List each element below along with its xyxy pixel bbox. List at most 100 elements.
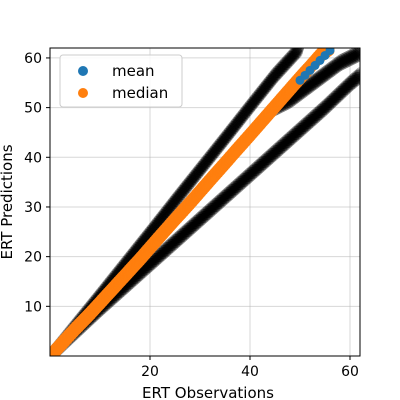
scatter-point-upper — [232, 116, 243, 127]
scatter-point-lower — [150, 254, 162, 266]
scatter-point-lower — [241, 173, 253, 184]
scatter-point-lower — [263, 152, 274, 164]
scatter-point-lower — [167, 238, 178, 250]
scatter-point-upper — [218, 132, 230, 143]
scatter-point-lower — [241, 169, 253, 181]
scatter-point-upper — [192, 169, 203, 181]
scatter-point-lower — [157, 248, 169, 260]
scatter-point-lower — [183, 223, 194, 234]
scatter-point-upper — [181, 181, 192, 193]
scatter-point-upper — [180, 180, 191, 191]
scatter-point-lower — [340, 84, 352, 96]
scatter-point-lower — [330, 94, 341, 106]
scatter-point-lower — [190, 216, 201, 228]
scatter-point-lower — [351, 75, 360, 86]
scatter-point-upper — [277, 60, 289, 71]
scatter-point-lower — [226, 185, 237, 197]
scatter-point-lower — [340, 82, 351, 94]
scatter-point-lower — [325, 97, 337, 109]
scatter-point-lower — [292, 128, 303, 139]
scatter-point-edge — [336, 59, 348, 71]
scatter-point-lower — [314, 107, 325, 119]
scatter-point-upper — [197, 161, 209, 173]
scatter-point-lower — [225, 189, 236, 200]
scatter-point-lower — [166, 240, 177, 252]
scatter-point-lower — [289, 129, 300, 140]
scatter-point-upper — [259, 81, 270, 92]
scatter-point-edge — [327, 63, 338, 74]
scatter-point-edge — [301, 84, 313, 96]
scatter-point-upper — [169, 198, 180, 209]
scatter-point-upper — [179, 185, 191, 196]
scatter-point-upper — [278, 61, 289, 73]
scatter-point-lower — [315, 107, 326, 119]
scatter-point-upper — [181, 182, 193, 194]
scatter-point-edge — [341, 54, 352, 65]
scatter-point-lower — [231, 181, 243, 192]
scatter-point-upper — [283, 55, 295, 67]
scatter-point-lower — [203, 206, 215, 217]
scatter-point-lower — [155, 246, 167, 257]
scatter-point-lower — [313, 109, 324, 120]
scatter-point-lower — [225, 183, 237, 195]
scatter-point-lower — [174, 230, 186, 242]
scatter-point-upper — [148, 220, 160, 231]
scatter-point-lower — [308, 112, 320, 123]
plot-frame — [49, 47, 361, 357]
scatter-point-lower — [210, 197, 221, 209]
scatter-point-lower — [280, 135, 291, 146]
scatter-point-upper — [248, 97, 260, 108]
scatter-point-lower — [267, 148, 278, 159]
scatter-point-upper — [259, 84, 270, 95]
scatter-point-upper — [182, 179, 194, 190]
scatter-point-upper — [243, 104, 254, 115]
scatter-point-lower — [218, 191, 229, 203]
scatter-point-edge — [342, 55, 354, 66]
scatter-point-upper — [244, 102, 255, 113]
scatter-point-upper — [185, 175, 196, 187]
scatter-point-lower — [257, 155, 268, 167]
scatter-point-upper — [252, 90, 263, 101]
scatter-point-lower — [255, 160, 267, 172]
scatter-point-lower — [175, 231, 187, 242]
scatter-point-lower — [224, 189, 235, 200]
scatter-point-lower — [277, 142, 289, 153]
scatter-point-lower — [245, 170, 256, 181]
scatter-point-edge — [319, 66, 331, 77]
scatter-point-lower — [313, 105, 324, 117]
scatter-point-edge — [294, 90, 306, 101]
scatter-point-lower — [259, 154, 270, 165]
scatter-point-lower — [151, 254, 163, 266]
scatter-point-upper — [250, 92, 261, 103]
scatter-point-edge — [347, 49, 358, 61]
legend-label-mean: mean — [112, 62, 155, 80]
scatter-point-upper — [269, 68, 281, 79]
scatter-point-upper — [201, 154, 212, 165]
scatter-point-upper — [285, 54, 296, 65]
scatter-point-lower — [351, 69, 360, 81]
scatter-point-upper — [251, 94, 263, 106]
scatter-point-lower — [274, 140, 286, 151]
scatter-point-lower — [160, 245, 171, 256]
scatter-point-upper — [177, 186, 188, 197]
scatter-point-upper — [228, 123, 240, 135]
scatter-point-upper — [199, 161, 210, 172]
scatter-point-lower — [320, 99, 331, 110]
scatter-point-lower — [185, 219, 197, 231]
scatter-point-lower — [197, 214, 208, 225]
scatter-point-lower — [220, 193, 231, 205]
scatter-point-upper — [174, 188, 186, 200]
scatter-point-upper — [290, 48, 302, 59]
scatter-point-upper — [155, 213, 166, 224]
scatter-point-upper — [235, 111, 247, 123]
scatter-point-upper — [274, 63, 285, 75]
scatter-point-lower — [178, 226, 190, 237]
scatter-point-upper — [280, 59, 291, 71]
scatter-point-upper — [276, 60, 288, 71]
scatter-point-lower — [154, 251, 165, 263]
scatter-point-lower — [350, 71, 360, 82]
scatter-point-edge — [329, 60, 341, 71]
scatter-point-upper — [282, 56, 293, 67]
scatter-point-edge — [350, 49, 360, 61]
scatter-point-upper — [258, 86, 270, 97]
